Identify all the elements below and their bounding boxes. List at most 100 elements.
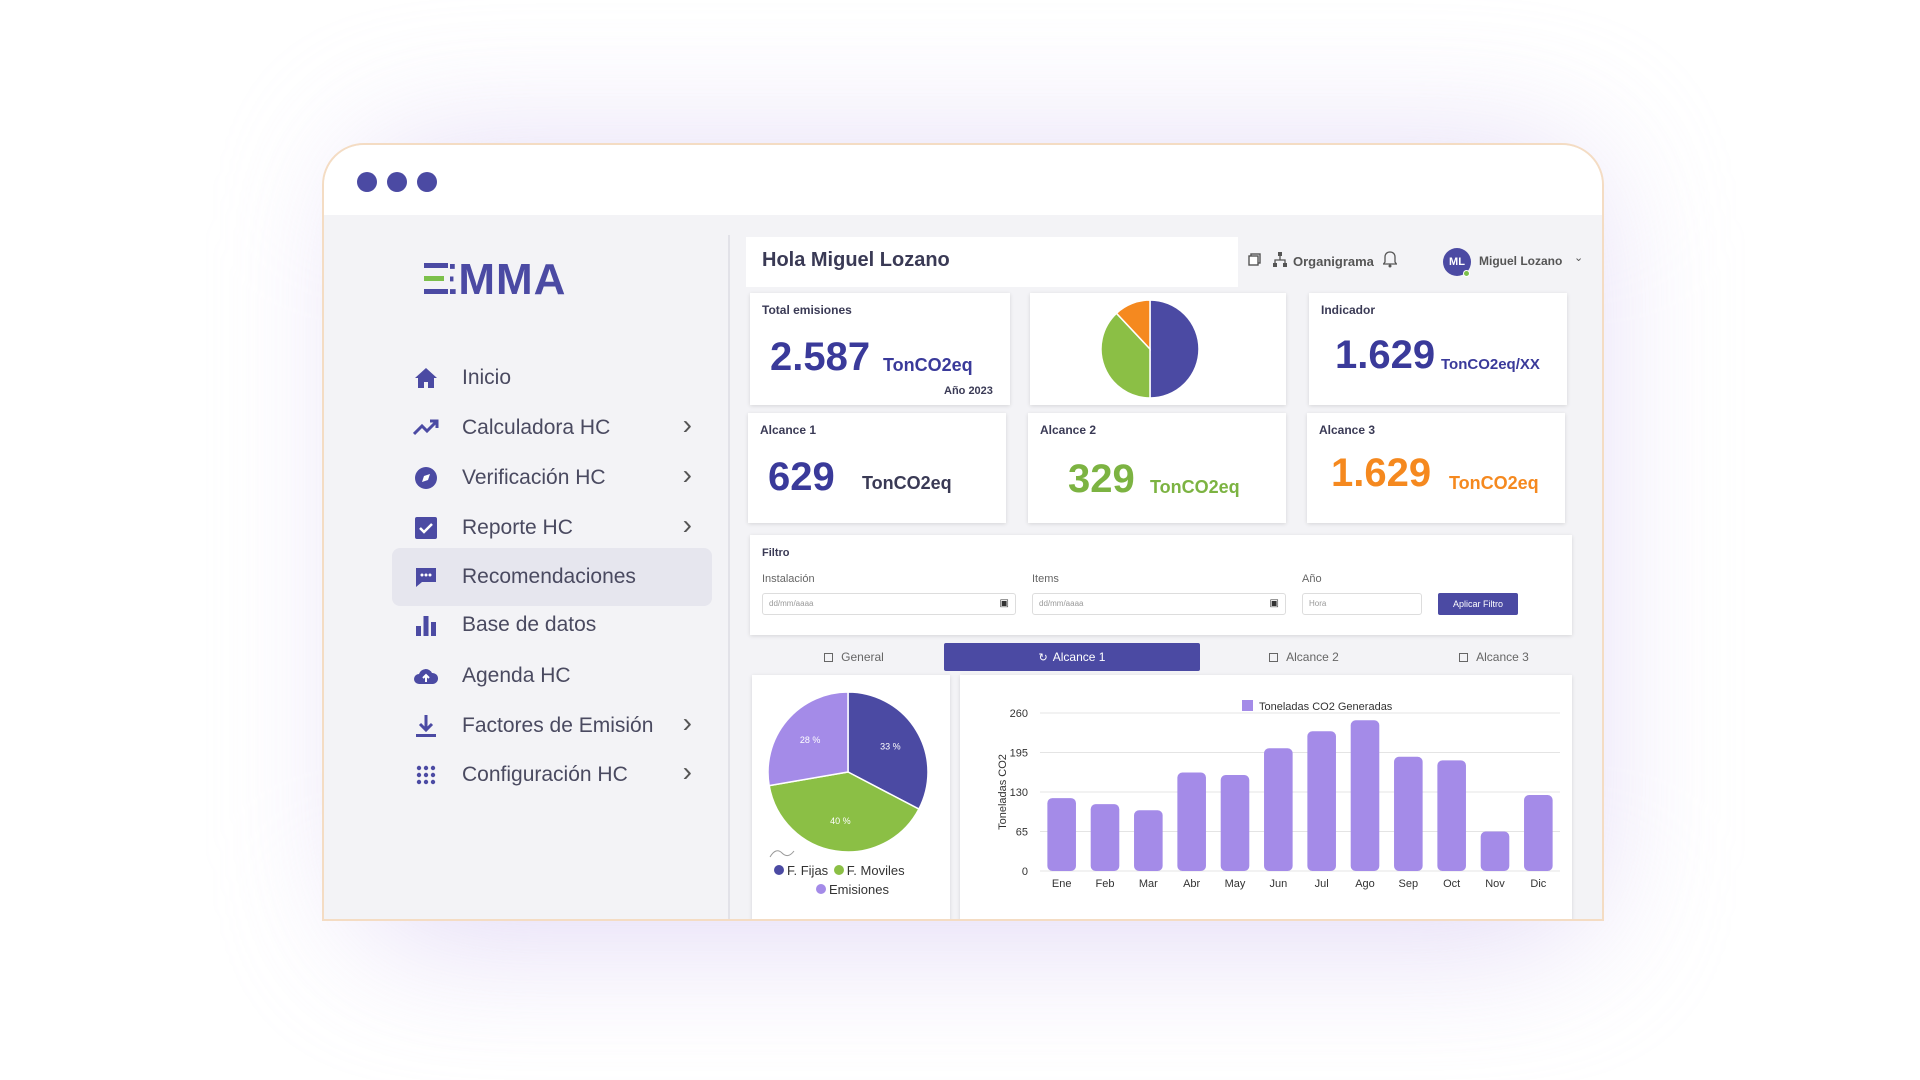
pie-slice-f-moviles[interactable] xyxy=(768,771,920,853)
monthly-bar-card: 0 65 130 195 260 Toneladas CO2 Ene Feb Mar Abr May… xyxy=(960,675,1572,919)
bar-jul[interactable] xyxy=(1307,731,1336,871)
sidebar-item-factores-de-emisión[interactable]: Factores de Emisión › xyxy=(392,697,712,755)
y-tick-label: 195 xyxy=(1010,748,1028,760)
user-name[interactable]: Miguel Lozano xyxy=(1479,254,1563,268)
x-tick-label: May xyxy=(1225,878,1246,890)
items-label: Items xyxy=(1032,573,1059,585)
apply-filter-button[interactable]: Aplicar Filtro xyxy=(1438,593,1518,615)
y-axis-label: Toneladas CO2 xyxy=(997,754,1009,830)
chevron-right-icon[interactable]: › xyxy=(682,509,692,540)
download-icon xyxy=(412,712,440,740)
sidebar-item-label: Verificación HC xyxy=(462,466,606,489)
pie-slice-label: 33 % xyxy=(880,741,901,751)
sidebar-item-base-de-datos[interactable]: Base de datos xyxy=(392,596,712,654)
pie-slice-f-fijas[interactable] xyxy=(847,691,929,811)
tab-alcance2[interactable]: Alcance 2 xyxy=(1204,643,1404,671)
legend-item-fijas[interactable]: F. Fijas xyxy=(774,863,828,878)
bar-nov[interactable] xyxy=(1480,831,1510,872)
card-title: Alcance 1 xyxy=(760,423,817,437)
card-title: Alcance 3 xyxy=(1319,423,1376,437)
x-tick-label: Abr xyxy=(1183,878,1200,890)
tab-alcance1[interactable]: ↻ Alcance 1 xyxy=(944,643,1200,671)
bar-dic[interactable] xyxy=(1524,795,1553,871)
pie-slice-alcance-2[interactable] xyxy=(1100,312,1151,399)
sidebar: EMMA Inicio Calculadora HC › Verificación H… xyxy=(324,215,729,919)
header-actions: Organigrama ML Miguel Lozano ⌄ xyxy=(1238,237,1596,287)
legend-label: F. Fijas xyxy=(787,863,829,878)
alcance2-value: 329 xyxy=(1068,457,1135,501)
pie-slice-label: 28 % xyxy=(800,735,821,745)
alcance2-card: Alcance 2 329 TonCO2eq xyxy=(1028,413,1286,523)
sidebar-item-agenda-hc[interactable]: Agenda HC xyxy=(392,647,712,705)
instalacion-label: Instalación xyxy=(762,573,815,585)
legend-swatch xyxy=(1242,700,1253,711)
bar-ene[interactable] xyxy=(1047,798,1076,871)
org-chart-icon[interactable] xyxy=(1273,252,1287,273)
window-dot-minimize[interactable] xyxy=(387,172,407,192)
sidebar-item-calculadora-hc[interactable]: Calculadora HC › xyxy=(392,399,712,457)
tab-alcance3[interactable]: Alcance 3 xyxy=(1404,643,1584,671)
anio-placeholder: Hora xyxy=(1309,599,1327,608)
legend-label: Toneladas CO2 Generadas xyxy=(1259,701,1393,713)
legend-label: F. Moviles xyxy=(846,863,905,878)
alcance3-value: 1.629 xyxy=(1331,451,1432,495)
sidebar-item-reporte-hc[interactable]: Reporte HC › xyxy=(392,499,712,557)
bar-sep[interactable] xyxy=(1394,756,1423,871)
pie-slice-emisiones[interactable] xyxy=(767,691,849,787)
sources-pie-chart: 33 % 40 % 28 % xyxy=(767,691,929,858)
pie-slice-alcance-1[interactable] xyxy=(1149,299,1200,399)
bar-abr[interactable] xyxy=(1177,772,1206,871)
tab-general[interactable]: General xyxy=(764,643,944,671)
tab-label: Alcance 1 xyxy=(1052,650,1106,664)
sidebar-item-inicio[interactable]: Inicio xyxy=(392,349,712,407)
chevron-right-icon[interactable]: › xyxy=(682,707,692,738)
x-tick-label: Dic xyxy=(1530,878,1546,890)
scope-pie-card xyxy=(1030,293,1286,405)
legend-item-moviles[interactable]: F. Moviles xyxy=(832,863,905,878)
legend-dot xyxy=(816,884,826,894)
items-input[interactable]: dd/mm/aaaa ▣ xyxy=(1032,593,1286,615)
greeting: Hola Miguel Lozano xyxy=(762,249,950,271)
calendar-icon[interactable]: ▣ xyxy=(999,598,1009,609)
sidebar-item-label: Calculadora HC xyxy=(462,416,611,439)
chat-icon xyxy=(412,563,440,591)
chevron-right-icon[interactable]: › xyxy=(682,756,692,787)
alcance1-value: 629 xyxy=(768,455,835,499)
indicator-value: 1.629 xyxy=(1335,333,1436,377)
chevron-down-icon[interactable]: ⌄ xyxy=(1574,252,1584,264)
window-dot-maximize[interactable] xyxy=(417,172,437,192)
sidebar-item-label: Agenda HC xyxy=(462,664,571,687)
calendar-icon[interactable]: ▣ xyxy=(1269,598,1279,609)
bar-oct[interactable] xyxy=(1437,760,1466,871)
sidebar-item-recomendaciones[interactable]: Recomendaciones xyxy=(392,548,712,606)
bar-feb[interactable] xyxy=(1090,804,1120,871)
title-bar xyxy=(324,145,1602,215)
x-tick-label: Mar xyxy=(1139,878,1158,890)
bar-jun[interactable] xyxy=(1264,748,1293,871)
legend-item-emisiones[interactable]: Emisiones xyxy=(816,882,944,897)
bar-may[interactable] xyxy=(1220,774,1250,871)
pie-slice-alcance-3[interactable] xyxy=(1115,299,1151,351)
total-emissions-card: Total emisiones 2.587 TonCO2eq Año 2023 xyxy=(750,293,1010,405)
square-icon xyxy=(824,652,834,662)
window-dot-close[interactable] xyxy=(357,172,377,192)
x-tick-label: Nov xyxy=(1485,878,1505,890)
total-unit: TonCO2eq xyxy=(883,355,973,375)
bell-icon[interactable] xyxy=(1382,251,1398,273)
bar-mar[interactable] xyxy=(1134,810,1163,871)
sidebar-item-label: Base de datos xyxy=(462,613,597,636)
instalacion-input[interactable]: dd/mm/aaaa ▣ xyxy=(762,593,1016,615)
bar-ago[interactable] xyxy=(1350,720,1380,871)
sidebar-item-verificación-hc[interactable]: Verificación HC › xyxy=(392,449,712,507)
copy-icon[interactable] xyxy=(1248,253,1261,266)
logo[interactable]: EMMA xyxy=(424,255,574,310)
chevron-right-icon[interactable]: › xyxy=(682,409,692,440)
card-title: Total emisiones xyxy=(762,303,852,317)
anio-input[interactable]: Hora xyxy=(1302,593,1422,615)
tab-label: Alcance 3 xyxy=(1476,650,1529,664)
sidebar-item-configuración-hc[interactable]: Configuración HC › xyxy=(392,746,712,804)
legend-dot xyxy=(774,865,784,875)
chevron-right-icon[interactable]: › xyxy=(682,459,692,490)
card-title: Alcance 2 xyxy=(1040,423,1097,437)
organigrama-link[interactable]: Organigrama xyxy=(1293,254,1374,269)
